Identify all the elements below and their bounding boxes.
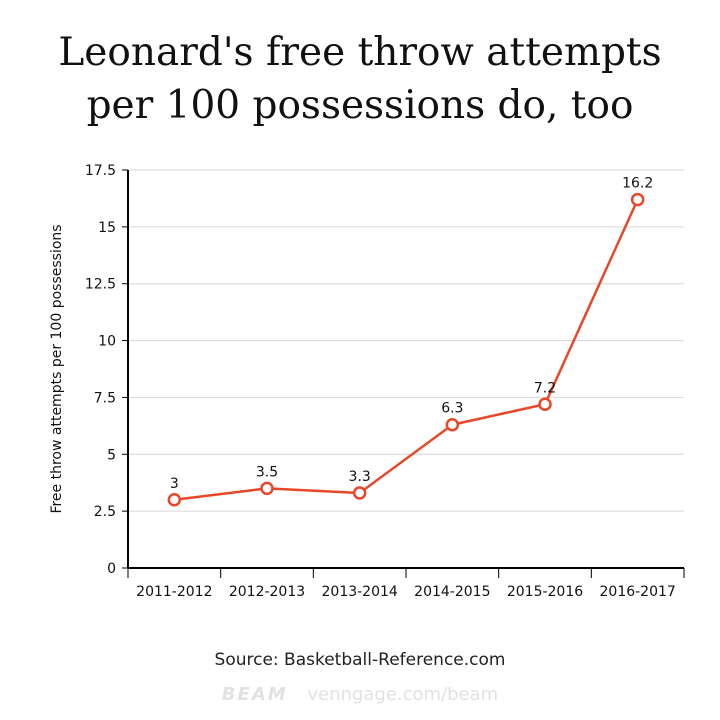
y-tick-label: 12.5 (85, 277, 116, 293)
data-point (167, 493, 182, 507)
brand-url: venngage.com/beam (307, 684, 499, 705)
y-axis-label: Free throw attempts per 100 possessions (49, 224, 65, 513)
chart-title: Leonard's free throw attempts per 100 po… (0, 26, 720, 132)
brand-footer: BEAM venngage.com/beam (0, 684, 720, 705)
x-tick-label: 2015-2016 (507, 584, 583, 600)
data-label: 7.2 (534, 380, 556, 396)
data-label: 3.3 (349, 469, 371, 485)
x-tick-label: 2016-2017 (600, 584, 676, 600)
series-line-group: 3 3.5 3.3 6.3 7.2 16.2 (167, 176, 653, 507)
data-point (538, 397, 552, 412)
x-tick-label: 2013-2014 (322, 584, 398, 600)
y-tick-label: 7.5 (94, 390, 116, 406)
data-label: 16.2 (622, 176, 653, 192)
data-point (445, 417, 460, 432)
x-tick-label: 2014-2015 (414, 584, 490, 600)
series-line (174, 199, 639, 502)
source-note: Source: Basketball-Reference.com (214, 650, 506, 670)
chart-title-line-1: Leonard's free throw attempts (58, 30, 662, 75)
brand-logo: BEAM (221, 684, 288, 705)
axes: 0 2.5 5 7.5 10 12.5 15 17.5 2011-2012 2012-2013 20… (85, 163, 685, 600)
x-tick-label: 2011-2012 (136, 584, 212, 600)
data-point (630, 192, 645, 207)
y-tick-label: 10 (98, 334, 116, 350)
y-tick-label: 5 (107, 447, 116, 463)
gridlines (128, 169, 684, 512)
data-point (260, 481, 274, 496)
chart-title-line-2: per 100 possessions do, too (86, 83, 634, 128)
y-tick-label: 0 (107, 561, 116, 577)
data-label: 3 (170, 476, 179, 492)
y-tick-label: 2.5 (94, 504, 116, 520)
data-label: 3.5 (256, 464, 278, 480)
x-tick-label: 2012-2013 (229, 584, 305, 600)
data-label: 6.3 (441, 401, 463, 417)
data-point (352, 486, 367, 500)
y-tick-label: 15 (98, 220, 116, 236)
y-tick-label: 17.5 (85, 163, 116, 179)
